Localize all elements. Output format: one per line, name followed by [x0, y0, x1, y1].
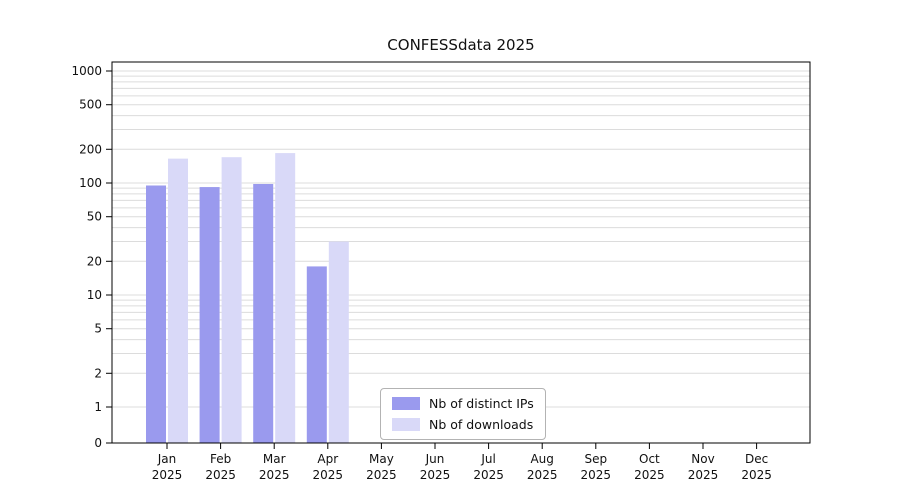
legend-swatch-downloads — [392, 418, 420, 431]
bar-downloads-feb — [221, 157, 242, 443]
plot-border — [111, 61, 811, 444]
bar-distinct-ips-apr — [306, 266, 327, 443]
y-tick-label: 200 — [79, 142, 102, 156]
y-tick-label: 500 — [79, 98, 102, 112]
y-tick-label: 1 — [94, 400, 102, 414]
x-tick-label: Sep 2025 — [581, 452, 612, 482]
bar-distinct-ips-jan — [146, 185, 166, 444]
x-tick-label: Mar 2025 — [259, 452, 290, 482]
bar-downloads-jan — [168, 158, 188, 444]
chart-title: CONFESSdata 2025 — [387, 36, 535, 54]
legend-item-downloads: Nb of downloads — [392, 417, 534, 432]
chart-legend: Nb of distinct IPs Nb of downloads — [380, 388, 546, 440]
x-tick-label: Jun 2025 — [420, 452, 451, 482]
bar-downloads-apr — [328, 241, 349, 443]
y-tick-label: 5 — [94, 322, 102, 336]
legend-label-distinct-ips: Nb of distinct IPs — [429, 396, 534, 411]
legend-swatch-distinct-ips — [392, 397, 420, 410]
bar-distinct-ips-mar — [253, 183, 274, 444]
y-tick-label: 50 — [87, 210, 102, 224]
bar-distinct-ips-feb — [199, 187, 220, 443]
x-tick-label: Apr 2025 — [313, 452, 344, 482]
y-tick-label: 20 — [87, 254, 102, 268]
legend-item-distinct-ips: Nb of distinct IPs — [392, 396, 534, 411]
bar-downloads-mar — [275, 153, 296, 443]
x-tick-label: Aug 2025 — [527, 452, 558, 482]
x-tick-label: Nov 2025 — [688, 452, 719, 482]
x-tick-label: Dec 2025 — [741, 452, 772, 482]
y-tick-label: 1000 — [71, 64, 102, 78]
x-tick-label: May 2025 — [366, 452, 397, 482]
y-tick-label: 10 — [87, 288, 102, 302]
x-tick-label: Feb 2025 — [205, 452, 236, 482]
legend-label-downloads: Nb of downloads — [429, 417, 534, 432]
y-tick-label: 2 — [94, 366, 102, 380]
x-tick-label: Jul 2025 — [473, 452, 504, 482]
y-tick-label: 0 — [94, 436, 102, 450]
y-tick-label: 100 — [79, 176, 102, 190]
x-tick-label: Jan 2025 — [152, 452, 183, 482]
x-tick-label: Oct 2025 — [634, 452, 665, 482]
